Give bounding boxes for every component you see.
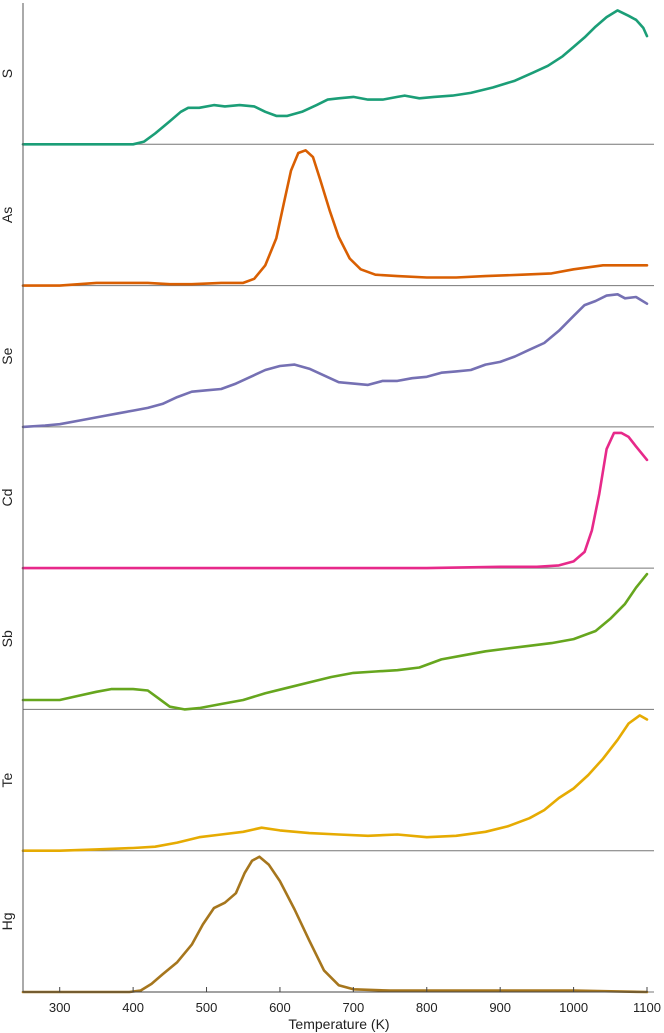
series-line-se <box>21 292 649 429</box>
series-label-cd: Cd <box>0 489 15 507</box>
series-label-hg: Hg <box>0 912 15 930</box>
x-tick-label: 700 <box>343 1000 365 1015</box>
x-axis: 300 400 500 600 700 800 900 1000 1100 <box>22 3 661 1015</box>
panel-te: Te <box>0 714 654 853</box>
x-tick-label: 1100 <box>633 1000 661 1015</box>
series-line-as <box>21 149 649 287</box>
series-label-sb: Sb <box>0 630 15 647</box>
panel-s: S <box>0 9 654 146</box>
panel-sb: Sb <box>0 572 654 711</box>
series-line-s <box>21 9 649 146</box>
series-label-as: As <box>0 207 15 223</box>
x-tick-label: 400 <box>122 1000 144 1015</box>
series-line-cd <box>21 431 649 570</box>
x-tick-label: 300 <box>49 1000 71 1015</box>
panel-se: Se <box>0 292 654 429</box>
series-line-hg <box>21 855 649 994</box>
chart-panels: S As Se Cd Sb Te Hg <box>0 9 654 994</box>
series-label-se: Se <box>0 347 15 364</box>
panel-cd: Cd <box>0 431 654 570</box>
x-tick-label: 1000 <box>559 1000 588 1015</box>
series-line-sb <box>21 572 649 711</box>
series-label-te: Te <box>0 772 15 787</box>
x-axis-title: Temperature (K) <box>288 1016 389 1032</box>
series-line-te <box>21 714 649 853</box>
x-tick-label: 500 <box>196 1000 218 1015</box>
x-tick-label: 600 <box>269 1000 291 1015</box>
x-tick-label: 900 <box>489 1000 511 1015</box>
x-tick-label: 800 <box>416 1000 438 1015</box>
panel-as: As <box>0 149 654 287</box>
panel-hg: Hg <box>0 855 654 994</box>
series-label-s: S <box>0 69 15 78</box>
